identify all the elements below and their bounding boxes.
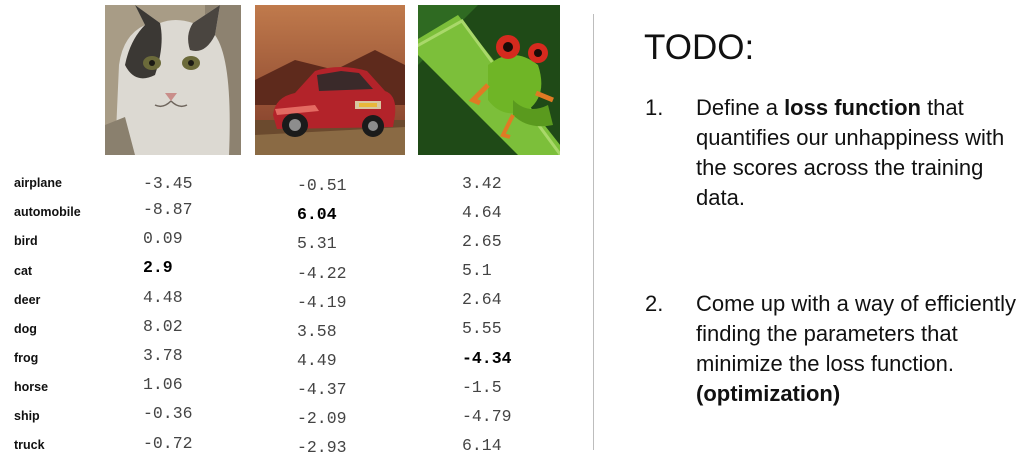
class-label: truck [14,438,45,452]
vertical-divider [593,14,594,450]
score-cell: -0.51 [297,176,347,195]
score-cell: 3.78 [143,346,183,365]
score-cell: 1.06 [143,375,183,394]
todo-item-2-text: Come up with a way of efficiently findin… [696,291,1016,376]
score-cell: 2.64 [462,290,502,309]
todo-item-1-suffix: that quantifies our unhappiness with the… [696,95,1005,210]
score-cell-highlighted: 2.9 [143,258,173,277]
class-label: automobile [14,205,81,219]
score-cell: 4.64 [462,203,502,222]
score-cell: -3.45 [143,174,193,193]
todo-item-1-prefix: Define a [696,95,785,120]
class-label: airplane [14,176,62,190]
optimization-term: (optimization) [696,381,841,406]
todo-item-1: Define a loss function that quantifies o… [696,93,1026,213]
score-cell: 3.58 [297,322,337,341]
score-cell: 0.09 [143,229,183,248]
score-cell: -2.09 [297,409,347,428]
score-cell: -4.79 [462,407,512,426]
score-cell: -0.72 [143,434,193,453]
score-cell: -0.36 [143,404,193,423]
score-cell-highlighted: -4.34 [462,349,512,368]
frog-image [418,5,560,155]
score-cell: -1.5 [462,378,502,397]
score-cell: -4.22 [297,264,347,283]
todo-item-2-number: 2. [645,291,664,316]
todo-item-2: Come up with a way of efficiently findin… [696,289,1026,409]
score-cell: -4.19 [297,293,347,312]
score-cell: 5.31 [297,234,337,253]
score-cell: -4.37 [297,380,347,399]
score-cell: 2.65 [462,232,502,251]
score-cell: 3.42 [462,174,502,193]
loss-function-term: loss function [784,95,921,120]
score-cell: -8.87 [143,200,193,219]
todo-title: TODO: [644,28,755,67]
score-cell: 5.55 [462,319,502,338]
car-image [255,5,405,155]
class-label: deer [14,293,41,307]
score-cell: 5.1 [462,261,492,280]
class-label: dog [14,322,37,336]
class-label: bird [14,234,38,248]
class-label: ship [14,409,40,423]
cat-image [105,5,241,155]
class-label: horse [14,380,49,394]
class-label: frog [14,351,39,365]
score-cell: 6.14 [462,436,502,455]
class-label: cat [14,264,33,278]
score-cell: 8.02 [143,317,183,336]
score-cell: 4.49 [297,351,337,370]
score-cell: 4.48 [143,288,183,307]
score-cell: -2.93 [297,438,347,457]
todo-item-1-number: 1. [645,95,664,120]
score-cell-highlighted: 6.04 [297,205,337,224]
